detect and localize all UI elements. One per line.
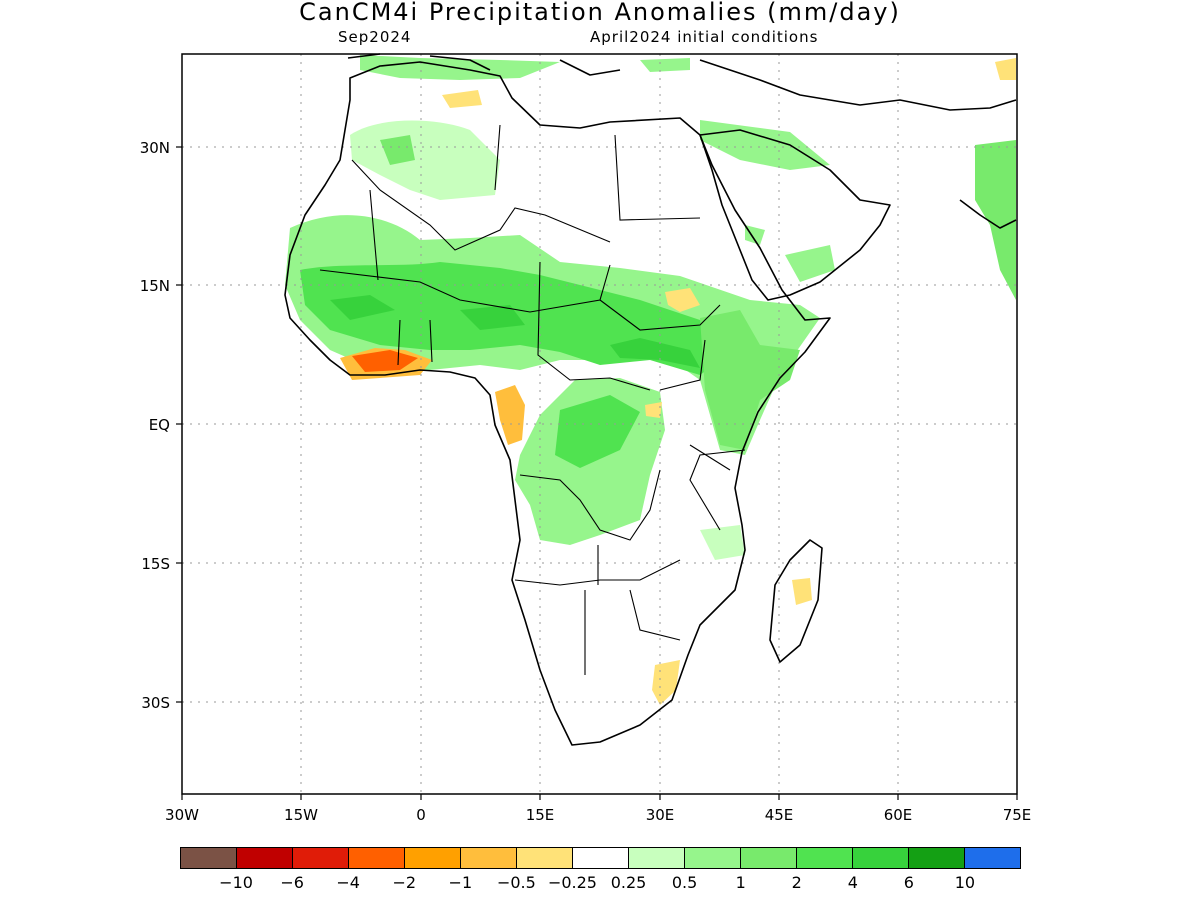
india-wet	[975, 140, 1016, 300]
y-tick-label: 15S	[141, 555, 170, 573]
colorbar-label: −0.25	[547, 873, 597, 892]
colorbar-swatch	[573, 848, 629, 868]
x-tick-label: 60E	[884, 806, 913, 824]
madagascar-dry	[792, 578, 812, 605]
country-borders	[319, 124, 746, 675]
colorbar-label: 0.25	[610, 873, 647, 892]
colorbar-label: 6	[903, 873, 914, 892]
colorbar-label: −10	[219, 873, 253, 892]
colorbar-swatch	[405, 848, 461, 868]
kenya-dry	[645, 402, 662, 418]
x-tick-label: 75E	[1003, 806, 1032, 824]
colorbar-swatch	[853, 848, 909, 868]
sahel-strong	[330, 295, 700, 368]
libya-dry	[442, 90, 482, 108]
europe-coastline	[347, 53, 1017, 111]
y-tick-labels: 30N 15N EQ 15S 30S	[140, 139, 170, 712]
y-tick-label: 30N	[140, 139, 170, 157]
sudan-dry	[665, 288, 700, 312]
colorbar-swatch	[909, 848, 965, 868]
north-coast-wet	[360, 55, 690, 80]
colorbar-swatch	[685, 848, 741, 868]
x-tick-label: 15E	[526, 806, 555, 824]
initial-conditions: April2024 initial conditions	[590, 28, 819, 46]
gabon-dry	[495, 385, 525, 445]
y-tick-label: 30S	[141, 694, 170, 712]
east-coast-south-wet	[700, 525, 745, 560]
x-tick-label: 0	[416, 806, 426, 824]
congo-core	[555, 395, 640, 468]
colorbar-swatch	[797, 848, 853, 868]
colorbar-label: −1	[448, 873, 473, 892]
colorbar-label: −6	[280, 873, 304, 892]
northwest-wet-core	[380, 135, 415, 165]
grid-lines	[182, 54, 1017, 794]
colorbar-label: 0.5	[671, 873, 698, 892]
anomaly-shading	[285, 55, 1016, 705]
iran-dry	[995, 58, 1016, 80]
colorbar-label: 10	[954, 873, 976, 892]
x-tick-label: 15W	[284, 806, 318, 824]
colorbar-swatch	[741, 848, 797, 868]
x-tick-label: 30E	[646, 806, 675, 824]
colorbar-label: −0.5	[496, 873, 536, 892]
colorbar-label: 2	[791, 873, 802, 892]
arabia-coastline	[699, 129, 891, 301]
arabia-wet	[700, 120, 835, 282]
x-tick-label: 45E	[765, 806, 794, 824]
colorbar-swatch	[293, 848, 349, 868]
y-tick-label: 15N	[140, 277, 170, 295]
colorbar-labels: −10 −6 −4 −2 −1 −0.5 −0.25 0.25 0.5 1 2 4 6 10	[0, 873, 1200, 893]
colorbar-swatch	[181, 848, 237, 868]
madagascar-coastline	[769, 539, 823, 663]
west-africa-dry-core	[352, 350, 418, 372]
tick-marks	[176, 146, 1018, 800]
forecast-month: Sep2024	[338, 28, 412, 46]
colorbar-swatch	[629, 848, 685, 868]
east-africa-wet	[700, 310, 800, 450]
colorbar-label: −2	[392, 873, 417, 892]
africa-coastline	[284, 61, 831, 746]
colorbar-swatch	[349, 848, 405, 868]
colorbar-label: −4	[336, 873, 360, 892]
colorbar-swatch	[517, 848, 573, 868]
colorbar-swatch	[461, 848, 517, 868]
colorbar-swatch	[965, 848, 1020, 868]
colorbar	[180, 847, 1021, 869]
coastlines	[284, 53, 1017, 746]
colorbar-label: 4	[847, 873, 858, 892]
colorbar-label: 1	[735, 873, 746, 892]
south-africa-dry	[652, 660, 680, 705]
x-tick-labels: 30W 15W 0 15E 30E 45E 60E 75E	[165, 806, 1031, 824]
colorbar-swatch	[237, 848, 293, 868]
x-tick-label: 30W	[165, 806, 199, 824]
india-coastline	[959, 199, 1017, 229]
y-tick-label: EQ	[149, 416, 170, 434]
chart-title: CanCM4i Precipitation Anomalies (mm/day)	[299, 0, 901, 26]
northwest-wet	[350, 120, 500, 200]
